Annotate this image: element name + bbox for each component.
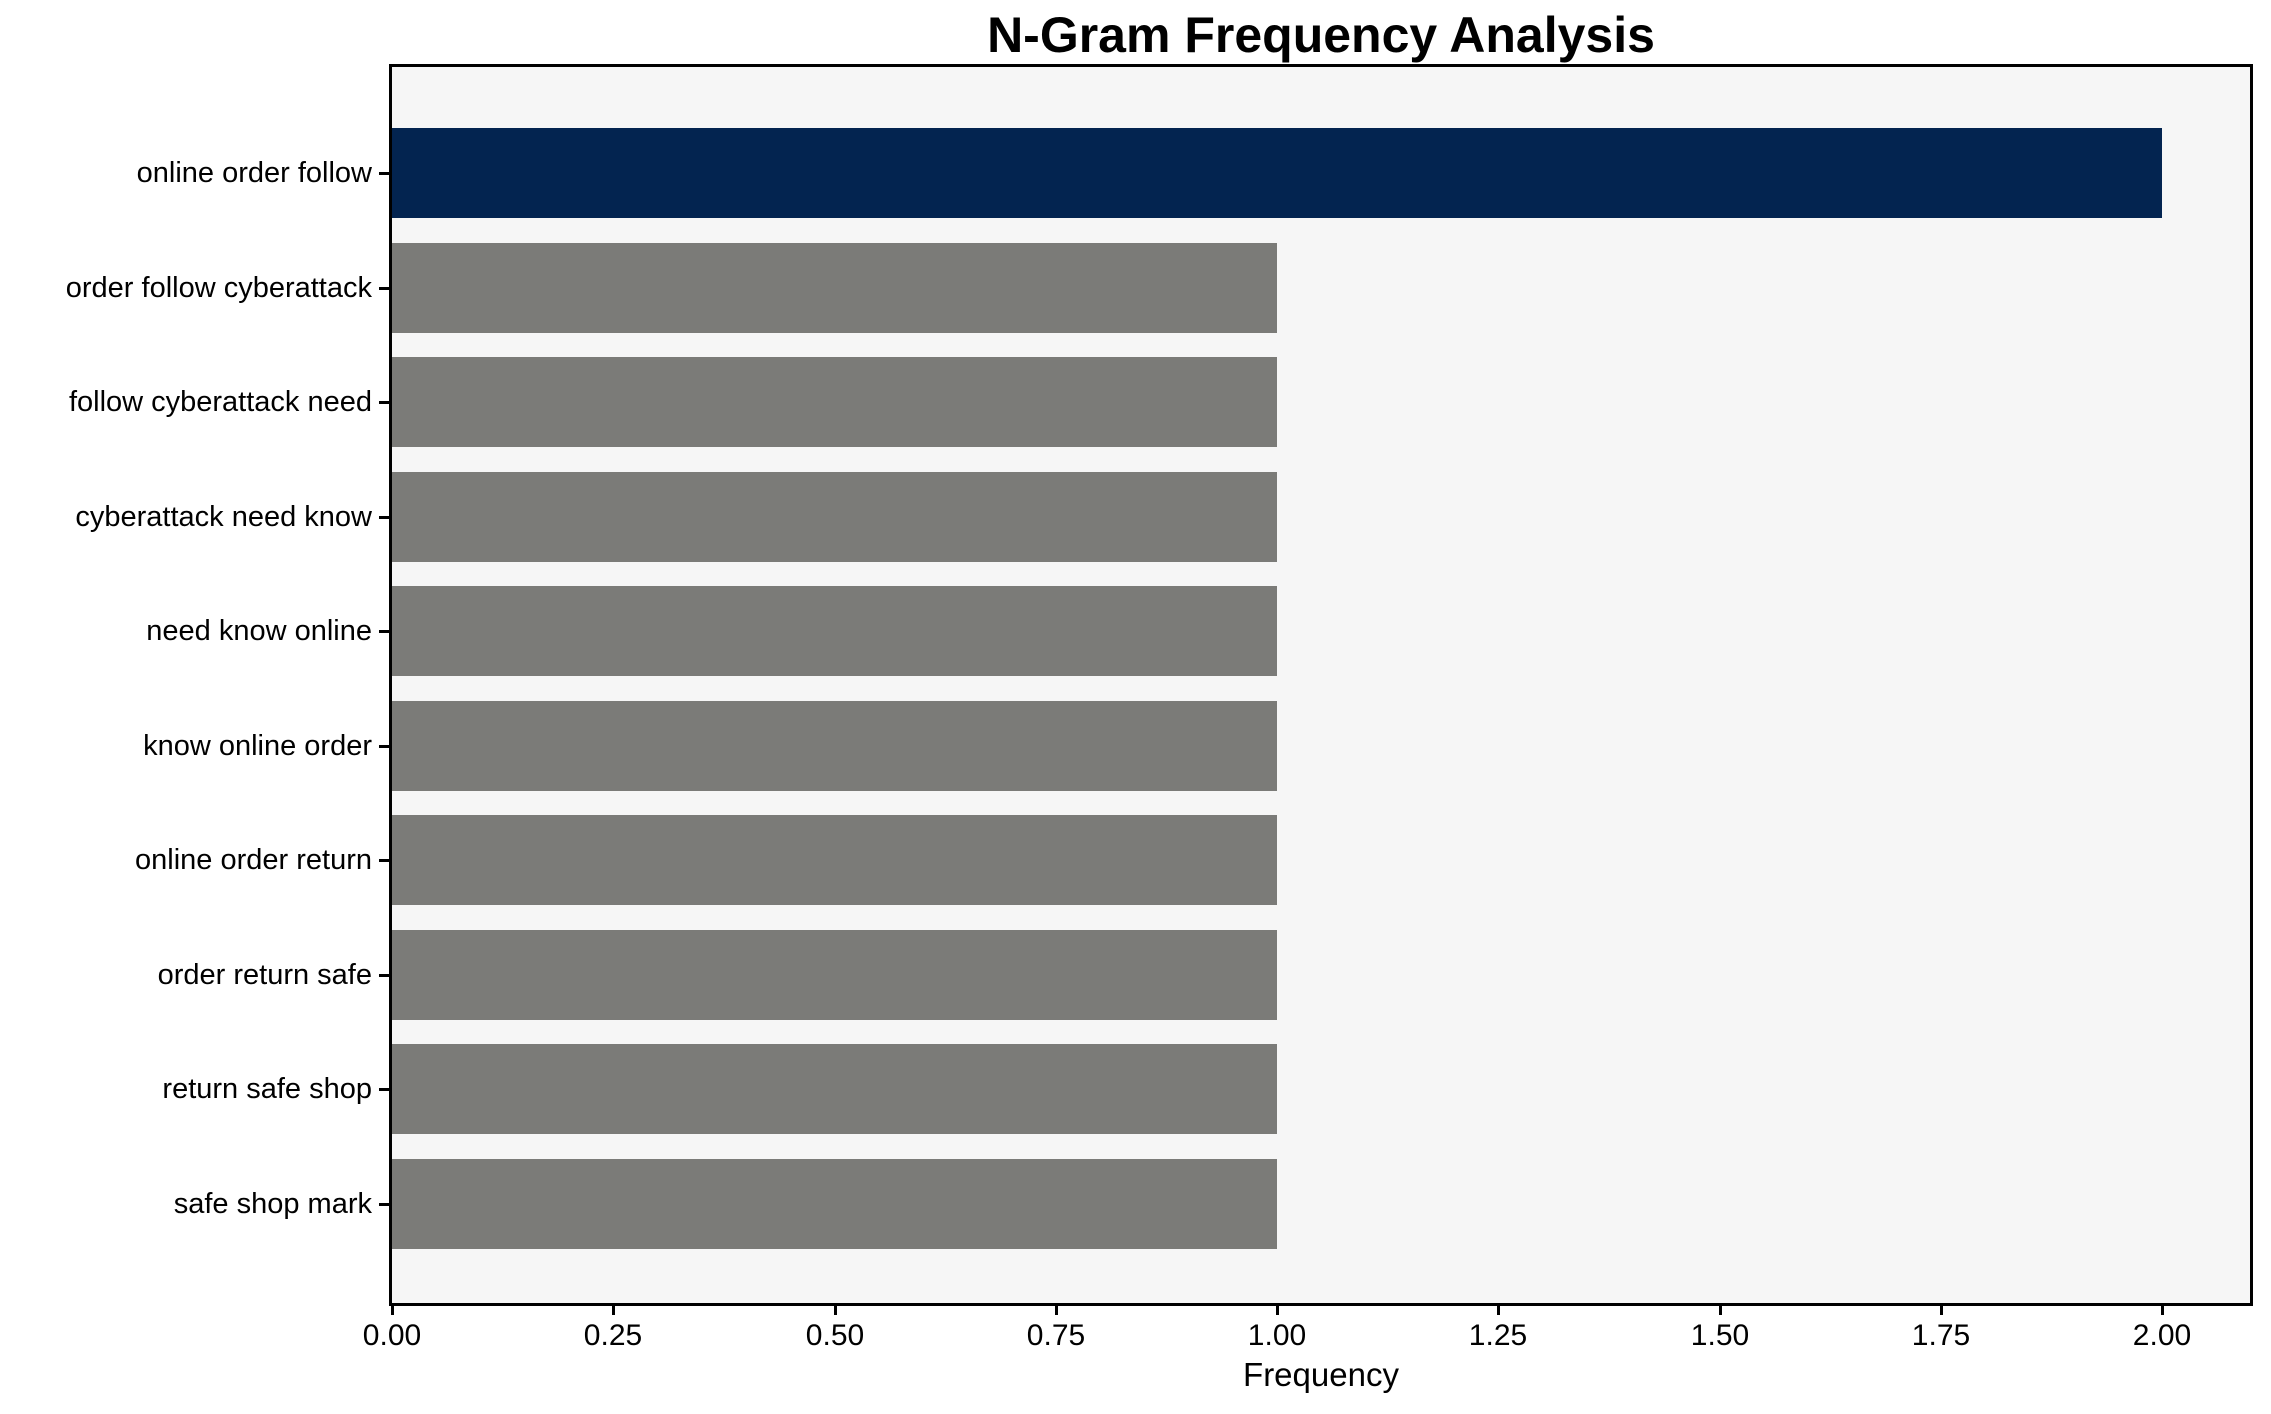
y-tick-mark [379, 974, 389, 977]
x-tick-label: 1.00 [1247, 1319, 1307, 1352]
x-tick-label: 0.75 [1026, 1319, 1086, 1352]
x-tick-label: 0.25 [583, 1319, 643, 1352]
y-tick-label: online order return [135, 844, 372, 876]
x-tick-label: 1.75 [1911, 1319, 1971, 1352]
x-tick-label: 0.50 [805, 1319, 865, 1352]
x-tick-mark [1276, 1306, 1279, 1315]
bar-order-follow-cyberattack [392, 243, 1277, 333]
y-tick-label: safe shop mark [173, 1188, 372, 1220]
bar-online-order-return [392, 815, 1277, 905]
y-tick-label: know online order [143, 730, 372, 762]
x-tick-mark [1719, 1306, 1722, 1315]
y-tick-label: need know online [146, 615, 372, 647]
x-tick-label: 1.25 [1468, 1319, 1528, 1352]
y-tick-mark [379, 859, 389, 862]
x-tick-mark [2161, 1306, 2164, 1315]
x-tick-label: 2.00 [2132, 1319, 2192, 1352]
y-tick-label: order follow cyberattack [65, 272, 372, 304]
y-tick-mark [379, 1203, 389, 1206]
bar-cyberattack-need-know [392, 472, 1277, 562]
y-tick-mark [379, 1088, 389, 1091]
chart-title: N-Gram Frequency Analysis [987, 7, 1655, 63]
x-tick-mark [391, 1306, 394, 1315]
y-tick-label: return safe shop [162, 1073, 372, 1105]
y-tick-mark [379, 172, 389, 175]
y-tick-mark [379, 630, 389, 633]
y-tick-label: cyberattack need know [75, 501, 372, 533]
x-tick-mark [834, 1306, 837, 1315]
x-tick-mark [1940, 1306, 1943, 1315]
x-tick-mark [612, 1306, 615, 1315]
x-tick-mark [1055, 1306, 1058, 1315]
x-tick-label: 0.00 [362, 1319, 422, 1352]
y-tick-mark [379, 401, 389, 404]
bar-return-safe-shop [392, 1044, 1277, 1134]
x-tick-mark [1497, 1306, 1500, 1315]
x-tick-label: 1.50 [1690, 1319, 1750, 1352]
bar-order-return-safe [392, 930, 1277, 1020]
bar-follow-cyberattack-need [392, 357, 1277, 447]
plot-area [389, 64, 2253, 1306]
bar-need-know-online [392, 586, 1277, 676]
y-tick-label: online order follow [136, 157, 372, 189]
x-axis-label: Frequency [1243, 1356, 1399, 1393]
y-tick-mark [379, 516, 389, 519]
y-tick-label: follow cyberattack need [68, 386, 372, 418]
y-tick-mark [379, 745, 389, 748]
bar-safe-shop-mark [392, 1159, 1277, 1249]
y-tick-label: order return safe [157, 959, 372, 991]
bar-online-order-follow [392, 128, 2162, 218]
bar-know-online-order [392, 701, 1277, 791]
y-tick-mark [379, 287, 389, 290]
